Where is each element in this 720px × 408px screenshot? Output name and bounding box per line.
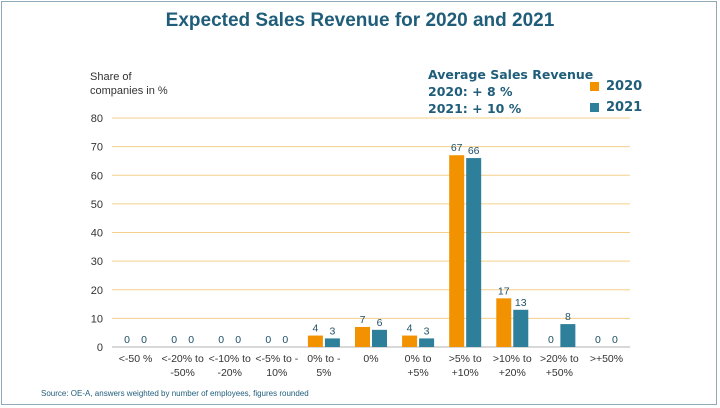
average-annotation: Average Sales Revenue 2020: + 8 % 2021: … [428,66,593,117]
bar-2021 [466,158,482,347]
x-tick-label: 10% [266,367,287,379]
bar-2021 [513,309,529,347]
legend-label-2021: 2021 [606,100,643,115]
data-label-2020: 4 [312,323,318,335]
data-label-2021: 3 [329,325,335,337]
data-label-2020: 67 [451,142,463,154]
x-tick-label: >5% to [449,353,482,365]
data-label-2020: 0 [124,334,130,346]
data-label-2020: 4 [407,323,413,335]
data-label-2021: 13 [515,297,527,309]
bar-2021 [419,338,435,347]
y-tick-label: 60 [91,170,103,182]
x-tick-label: 0% [363,353,378,365]
data-label-2020: 0 [265,334,271,346]
x-tick-label: <-5% to - [255,353,298,365]
data-label-2021: 0 [282,334,288,346]
bar-2020 [307,335,323,347]
data-label-2020: 7 [360,314,366,326]
y-tick-label: 30 [91,256,103,268]
x-tick-label: >10% to [493,353,532,365]
bar-2020 [449,155,465,347]
data-label-2021: 0 [612,334,618,346]
data-label-2021: 6 [377,317,383,329]
x-tick-label: <-50 % [119,353,153,365]
chart-title: Expected Sales Revenue for 2020 and 2021 [165,10,555,31]
x-tick-label: -20% [217,367,242,379]
source-note: Source: OE-A, answers weighted by number… [41,389,309,398]
legend-swatch-2020 [590,82,599,91]
legend: 2020 2021 [590,76,642,118]
y-axis-label-line: Share of [90,71,132,83]
bar-2020 [402,335,418,347]
y-tick-label: 70 [91,142,103,154]
y-axis-label-line: companies in % [90,85,168,97]
x-tick-label: >+50% [590,353,623,365]
data-label-2021: 8 [565,311,571,323]
y-tick-label: 40 [91,228,103,240]
data-label-2021: 3 [424,325,430,337]
y-tick-label: 10 [91,313,103,325]
y-tick-label: 80 [91,113,103,125]
x-tick-label: 0% to - [307,353,341,365]
data-label-2020: 0 [171,334,177,346]
y-axis-label: Share of companies in % [90,70,200,98]
bar-2021 [324,338,340,347]
data-label-2021: 0 [235,334,241,346]
x-tick-label: +10% [452,367,479,379]
x-tick-label: +20% [499,367,526,379]
data-label-2020: 17 [498,285,510,297]
x-tick-label: 0% to [405,353,432,365]
data-label-2020: 0 [595,334,601,346]
y-tick-label: 0 [97,342,103,354]
bar-2020 [355,326,370,347]
data-label-2021: 66 [468,145,480,157]
annotation-heading: Average Sales Revenue [428,67,594,82]
data-label-2020: 0 [548,334,554,346]
legend-item-2020: 2020 [590,76,642,97]
x-tick-label: -50% [170,367,195,379]
x-tick-label: +50% [546,367,573,379]
data-label-2021: 0 [141,334,147,346]
x-tick-label: 5% [316,367,331,379]
y-tick-label: 50 [91,199,103,211]
legend-swatch-2021 [590,103,599,112]
y-tick-label: 20 [91,285,103,297]
data-label-2020: 0 [218,334,224,346]
legend-item-2021: 2021 [590,97,642,118]
bar-2021 [560,324,576,347]
bar-2020 [496,298,512,347]
annotation-line: 2020: + 8 % [428,84,513,99]
legend-label-2020: 2020 [606,79,643,94]
x-tick-label: <-20% to [161,353,203,365]
x-tick-label: +5% [407,367,428,379]
x-tick-label: >20% to [540,353,579,365]
data-label-2021: 0 [188,334,194,346]
bar-2021 [372,329,387,347]
x-tick-label: <-10% to [209,353,251,365]
annotation-line: 2021: + 10 % [428,101,522,116]
